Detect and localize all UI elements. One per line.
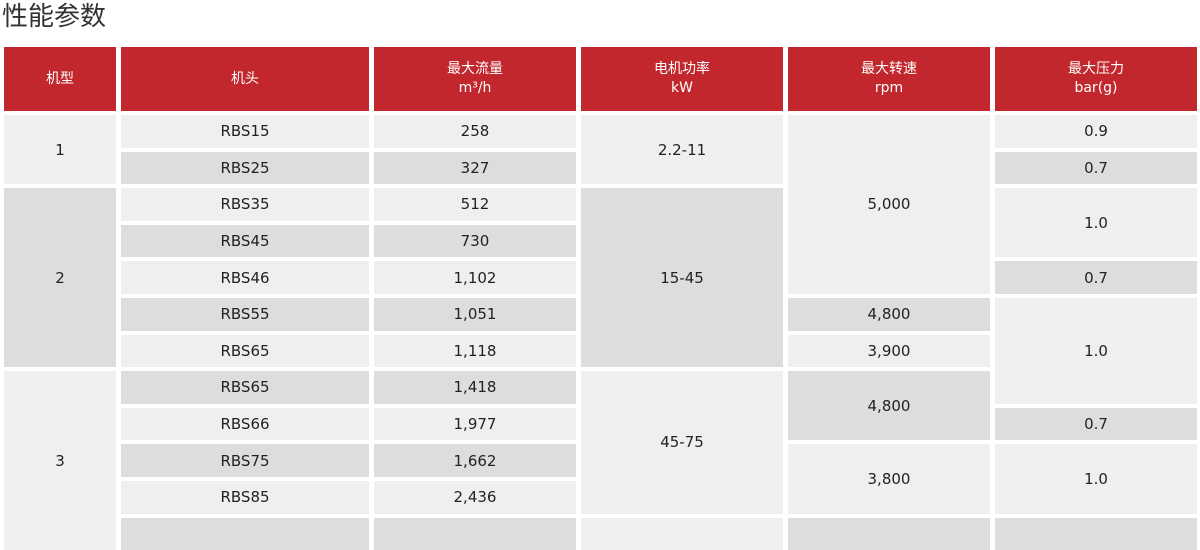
table-cell: 0.7 xyxy=(995,407,1197,441)
header-unit: kW xyxy=(671,80,693,96)
table-cell xyxy=(788,517,990,550)
column-header: 电机功率 kW xyxy=(581,47,783,111)
table-cell: RBS85 xyxy=(121,480,369,514)
table-cell: 258 xyxy=(374,115,576,148)
table-cell xyxy=(581,517,783,550)
table-cell: 1,662 xyxy=(374,444,576,477)
header-unit: bar(g) xyxy=(1074,80,1118,96)
column-header: 最大流量 m³/h xyxy=(374,47,576,111)
page-title: 性能参数 xyxy=(2,2,107,32)
header-label: 最大转速 xyxy=(861,61,917,77)
table-cell: 4,800 xyxy=(788,371,990,441)
performance-table: 机型 机头 最大流量 m³/h 电机功率 kW 最大转速 rpm 最大压力 bar(g) 1 2 3 RB… xyxy=(4,47,1197,550)
table-cell: RBS66 xyxy=(121,407,369,441)
table-cell: 0.7 xyxy=(995,261,1197,294)
table-cell: 15-45 xyxy=(581,188,783,368)
column-header: 最大转速 rpm xyxy=(788,47,990,111)
table-cell: RBS65 xyxy=(121,334,369,368)
table-cell: RBS55 xyxy=(121,297,369,331)
header-unit: rpm xyxy=(874,80,904,96)
header-label: 电机功率 xyxy=(654,61,710,77)
table-cell: 3,800 xyxy=(788,444,990,514)
column-header: 机头 xyxy=(121,47,369,111)
table-cell: 2 xyxy=(4,188,116,368)
column-header: 最大压力 bar(g) xyxy=(995,47,1197,111)
header-label: 机头 xyxy=(231,70,259,87)
header-label: 最大流量 xyxy=(447,61,503,77)
table-cell: 0.7 xyxy=(995,151,1197,185)
table-cell: 3,900 xyxy=(788,334,990,368)
table-cell: 2.2-11 xyxy=(581,115,783,185)
table-cell: 1.0 xyxy=(995,188,1197,258)
table-cell: 1.0 xyxy=(995,297,1197,404)
table-cell: 45-75 xyxy=(581,371,783,514)
table-cell: 2,436 xyxy=(374,480,576,514)
header-label: 最大压力 xyxy=(1068,61,1124,77)
table-cell: 512 xyxy=(374,188,576,221)
table-cell: 1,118 xyxy=(374,334,576,368)
table-cell: 5,000 xyxy=(788,115,990,294)
column-header: 机型 xyxy=(4,47,116,111)
table-cell: 327 xyxy=(374,151,576,185)
table-cell: RBS15 xyxy=(121,115,369,148)
table-cell xyxy=(374,517,576,550)
table-cell: 1,102 xyxy=(374,261,576,294)
table-cell: 0.9 xyxy=(995,115,1197,148)
table-cell: 1,051 xyxy=(374,297,576,331)
table-cell: 1,977 xyxy=(374,407,576,441)
table-cell xyxy=(121,517,369,550)
table-cell xyxy=(995,517,1197,550)
header-label: 机型 xyxy=(46,70,74,87)
header-unit: m³/h xyxy=(458,80,492,96)
table-cell: 1,418 xyxy=(374,371,576,404)
table-cell: 4,800 xyxy=(788,297,990,331)
table-cell: 3 xyxy=(4,371,116,550)
table-cell: 730 xyxy=(374,224,576,258)
table-cell: RBS25 xyxy=(121,151,369,185)
table-cell: RBS65 xyxy=(121,371,369,404)
table-cell: RBS35 xyxy=(121,188,369,221)
table-cell: RBS75 xyxy=(121,444,369,477)
table-cell: RBS45 xyxy=(121,224,369,258)
table-cell: 1.0 xyxy=(995,444,1197,514)
table-cell: RBS46 xyxy=(121,261,369,294)
table-cell: 1 xyxy=(4,115,116,185)
